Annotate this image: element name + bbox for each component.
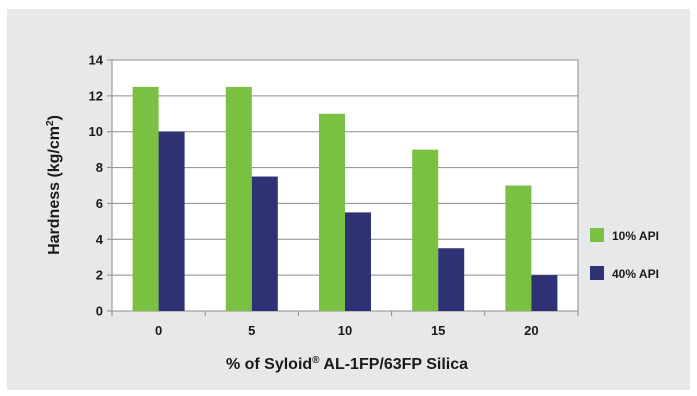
x-tick-label: 20 xyxy=(524,323,538,338)
y-tick-label: 0 xyxy=(96,304,103,319)
bar-10-api-20 xyxy=(505,185,532,311)
y-tick-label: 2 xyxy=(96,268,103,283)
legend-label-40-api: 40% API xyxy=(612,267,659,281)
legend: 10% API 40% API xyxy=(590,228,659,281)
x-axis-ticks: 0 5 10 15 20 xyxy=(111,311,579,338)
y-tick-label: 6 xyxy=(96,196,103,211)
bar-10-api-10 xyxy=(319,113,345,312)
y-axis-ticks: 0 2 4 6 8 10 12 14 xyxy=(89,53,112,319)
x-tick-label: 10 xyxy=(338,323,352,338)
legend-swatch-10-api xyxy=(590,228,604,242)
y-axis-title: Hardness (kg/cm2) xyxy=(45,115,63,255)
legend-swatch-40-api xyxy=(590,266,604,280)
legend-label-10-api: 10% API xyxy=(612,229,659,243)
bar-40-api-10 xyxy=(345,212,371,311)
x-tick-label: 15 xyxy=(431,323,445,338)
bar-10-api-0 xyxy=(132,86,159,312)
bars xyxy=(132,86,558,312)
x-tick-label: 5 xyxy=(248,323,255,338)
chart-panel: 0 2 4 6 8 10 12 14 0 5 10 15 20 Hardness (kg/cm2) %… xyxy=(7,9,690,390)
bar-10-api-15 xyxy=(412,149,439,311)
bar-40-api-0 xyxy=(158,131,185,311)
y-tick-label: 8 xyxy=(96,160,103,175)
bar-chart: 0 2 4 6 8 10 12 14 0 5 10 15 20 Hardness (kg/cm2) %… xyxy=(45,53,659,374)
bar-40-api-20 xyxy=(531,275,558,311)
bar-40-api-15 xyxy=(438,248,465,311)
y-tick-label: 14 xyxy=(89,53,104,68)
bar-40-api-5 xyxy=(251,176,278,311)
x-tick-label: 0 xyxy=(155,323,162,338)
y-tick-label: 12 xyxy=(89,88,103,103)
y-tick-label: 4 xyxy=(96,232,104,247)
x-axis-title: % of Syloid® AL-1FP/63FP Silica xyxy=(226,355,468,373)
y-tick-label: 10 xyxy=(89,124,103,139)
bar-10-api-5 xyxy=(225,86,252,312)
